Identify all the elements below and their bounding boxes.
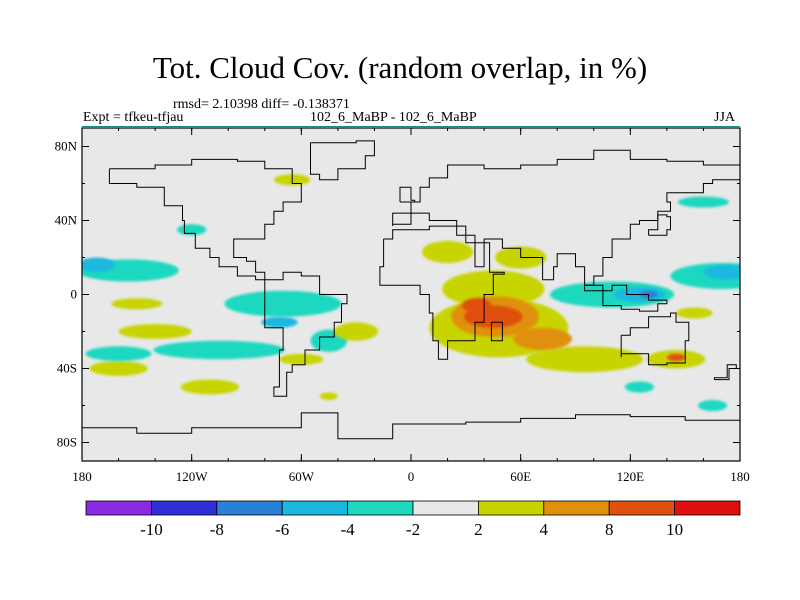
anomaly-region <box>677 196 730 208</box>
coastline-path <box>82 412 740 440</box>
anomaly-region <box>319 392 338 400</box>
anomaly-region <box>624 381 655 393</box>
colorbar-label: 4 <box>540 520 549 539</box>
x-tick-label: 120W <box>176 469 209 484</box>
anomaly-region <box>676 307 713 319</box>
colorbar-label: -10 <box>140 520 163 539</box>
anomaly-region <box>85 346 152 362</box>
coastline-path <box>399 186 416 203</box>
x-tick-label: 120E <box>617 469 645 484</box>
colorbar-swatch <box>543 500 610 516</box>
colorbar-swatch <box>674 500 741 516</box>
anomaly-region <box>421 240 474 264</box>
colorbar-label: -8 <box>210 520 224 539</box>
colorbar: -10 -8 -6 -4 -2 2 4 8 10 <box>85 500 741 539</box>
x-tick-label: 60E <box>510 469 531 484</box>
coastline-path <box>490 321 503 342</box>
colorbar-label: -4 <box>341 520 356 539</box>
colorbar-swatch <box>608 500 676 516</box>
colorbar-label: 10 <box>666 520 683 539</box>
coastline-path <box>264 271 348 397</box>
colorbar-swatch <box>281 500 349 516</box>
chart-title: Tot. Cloud Cov. (random overlap, in %) <box>152 50 648 85</box>
colorbar-swatch <box>412 500 479 516</box>
anomaly-region <box>224 290 342 317</box>
coastline-path <box>108 158 302 281</box>
x-tick-label: 180 <box>730 469 750 484</box>
coastline-path <box>713 364 737 381</box>
coastline-path <box>620 312 690 366</box>
experiment-label: Expt = tfkeu-tfjau <box>83 110 184 125</box>
anomaly-region <box>118 324 192 339</box>
cases-label: 102_6_MaBP - 102_6_MaBP <box>310 110 477 125</box>
colorbar-swatch <box>150 500 218 516</box>
anomaly-region <box>526 346 644 373</box>
axes: 180 120W 60W 0 60E 120E 180 80N 40N 0 40S 80S <box>55 128 750 484</box>
anomaly-region <box>513 327 572 350</box>
anomaly-region <box>180 379 240 395</box>
colorbar-label: -6 <box>275 520 289 539</box>
anomaly-region <box>334 322 379 341</box>
colorbar-swatch <box>347 500 414 516</box>
coastline-path <box>392 149 740 286</box>
anomaly-region <box>89 361 148 376</box>
colorbar-swatch <box>477 500 545 516</box>
colorbar-label: 8 <box>605 520 614 539</box>
x-tick-label: 180 <box>72 469 92 484</box>
anomaly-region <box>462 298 492 313</box>
coastline-path <box>310 140 375 181</box>
y-tick-label: 80S <box>57 435 77 450</box>
season-label: JJA <box>714 110 736 125</box>
colorbar-swatch <box>85 500 152 516</box>
y-tick-label: 80N <box>55 139 78 154</box>
anomaly-region <box>82 257 115 273</box>
coastline-path <box>648 214 671 236</box>
colorbar-label: -2 <box>406 520 420 539</box>
coastline-path <box>584 284 668 312</box>
y-tick-label: 40S <box>57 361 77 376</box>
y-tick-label: 40N <box>55 213 78 228</box>
anomaly-region <box>261 316 298 328</box>
anomaly-region <box>111 298 163 310</box>
colorbar-label: 2 <box>474 520 483 539</box>
y-tick-label: 0 <box>71 287 78 302</box>
x-tick-label: 60W <box>289 469 315 484</box>
stats-line: rmsd= 2.10398 diff= -0.138371 <box>173 97 350 112</box>
coastline-path <box>379 225 505 360</box>
anomaly-region <box>703 264 740 280</box>
x-tick-label: 0 <box>408 469 415 484</box>
anomaly-contours <box>82 174 740 412</box>
anomaly-region <box>279 353 324 365</box>
colorbar-swatch <box>216 500 283 516</box>
coastlines <box>82 140 740 440</box>
anomaly-region <box>153 340 285 360</box>
anomaly-region <box>666 353 686 362</box>
anomaly-region <box>697 399 728 412</box>
